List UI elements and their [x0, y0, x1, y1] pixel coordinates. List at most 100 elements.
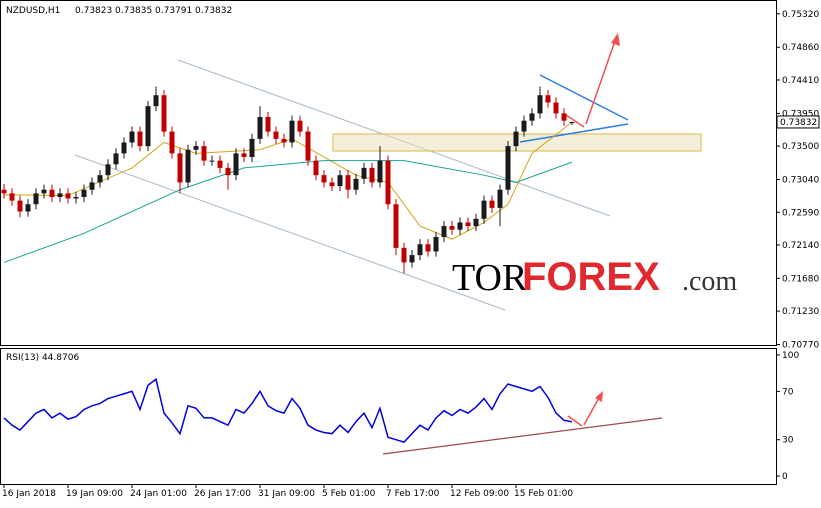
candle-body — [345, 175, 351, 190]
candle-body — [217, 160, 223, 168]
candle-body — [185, 149, 191, 183]
candle-body — [49, 189, 55, 197]
logo-text: .com — [682, 266, 737, 297]
candle-body — [361, 167, 367, 179]
candle-body — [225, 167, 231, 176]
rsi-tick-label: 70 — [782, 387, 794, 397]
y-tick-label: 0.74860 — [782, 43, 819, 53]
candle-body — [417, 244, 423, 256]
candle-body — [385, 160, 391, 205]
candle-body — [233, 153, 239, 176]
candle-body — [545, 95, 551, 103]
header-value: 0.73791 — [155, 6, 192, 16]
arrow-head — [595, 391, 603, 402]
rsi-trend-line — [382, 417, 663, 455]
candle-body — [561, 113, 567, 121]
candle-body — [169, 131, 175, 154]
candle-body — [497, 189, 503, 208]
candle-body — [41, 189, 47, 194]
last-price-box — [776, 115, 820, 129]
candle-body — [81, 189, 87, 197]
rsi-line — [3, 377, 573, 443]
candle-body — [313, 160, 319, 176]
candle-body — [393, 204, 399, 248]
y-tick-label: 0.73040 — [782, 176, 819, 186]
rsi-tick-label: 0 — [782, 472, 788, 482]
candle-body — [353, 178, 359, 190]
last-price-label: 0.73832 — [780, 118, 817, 128]
candle-body — [449, 226, 455, 230]
candle-body — [209, 160, 215, 162]
candle-body — [409, 255, 415, 263]
x-tick-label: 7 Feb 17:00 — [386, 489, 440, 499]
x-tick-label: 12 Feb 09:00 — [450, 489, 509, 499]
candle-body — [89, 182, 95, 190]
arrow — [567, 415, 583, 427]
candle-body — [289, 120, 295, 143]
candle-body — [505, 146, 511, 190]
candle-body — [473, 218, 479, 227]
logo-text: TOR — [452, 257, 528, 299]
y-tick-label: 0.70770 — [782, 341, 819, 351]
candle-body — [145, 106, 151, 147]
rsi-tick-label: 100 — [782, 351, 799, 361]
candle-body — [121, 142, 127, 154]
candle-body — [33, 193, 39, 205]
candle-body — [201, 146, 207, 161]
moving-average — [3, 160, 573, 263]
triangle-line — [519, 123, 629, 143]
candle-body — [529, 113, 535, 121]
header-value: 0.73832 — [195, 6, 232, 16]
x-tick-label: 16 Jan 2018 — [2, 489, 56, 499]
arrow — [583, 395, 601, 426]
candle-body — [457, 222, 463, 230]
candle-body — [241, 153, 247, 158]
candle-body — [137, 131, 143, 147]
x-tick-label: 15 Feb 01:00 — [514, 489, 573, 499]
arrow-head — [611, 33, 620, 46]
candle-body — [321, 175, 327, 183]
candle-body — [297, 120, 303, 132]
moving-average — [3, 121, 573, 240]
candle-body — [465, 222, 471, 227]
candle-body — [521, 120, 527, 132]
arrow — [565, 114, 585, 128]
candle-body — [281, 138, 287, 143]
candle-body — [17, 200, 23, 212]
candle-body — [489, 200, 495, 208]
candle-body — [65, 193, 71, 199]
x-tick-label: 31 Jan 09:00 — [258, 489, 315, 499]
candle-body — [537, 95, 543, 114]
arrow — [585, 37, 617, 125]
candle-body — [441, 226, 447, 237]
candle-body — [377, 160, 383, 183]
candle-body — [249, 138, 255, 158]
candle-body — [113, 153, 119, 165]
candle-body — [481, 200, 487, 219]
candle-body — [337, 175, 343, 187]
candle-body — [329, 182, 335, 187]
x-tick-label: 19 Jan 09:00 — [66, 489, 123, 499]
candle-body — [57, 193, 63, 197]
x-tick-label: 24 Jan 01:00 — [130, 489, 187, 499]
candle-body — [193, 146, 199, 150]
candle-body — [513, 131, 519, 147]
header-symbol: NZDUSD,H1 — [6, 6, 60, 16]
channel-line — [74, 154, 506, 311]
candle-body — [273, 131, 279, 139]
rsi-panel — [0, 348, 777, 485]
candle-body — [177, 153, 183, 183]
candle-body — [97, 175, 103, 183]
candle-body — [401, 247, 407, 263]
candle-body — [569, 121, 575, 123]
y-tick-label: 0.72590 — [782, 208, 819, 218]
candle-body — [369, 167, 375, 183]
logo-text: FOREX — [522, 255, 660, 299]
y-tick-label: 0.73500 — [782, 142, 819, 152]
candle-body — [9, 193, 15, 201]
candle-body — [161, 95, 167, 132]
candle-body — [129, 131, 135, 143]
triangle-line — [539, 74, 629, 121]
y-tick-label: 0.71680 — [782, 274, 819, 284]
x-tick-label: 5 Feb 01:00 — [322, 489, 376, 499]
